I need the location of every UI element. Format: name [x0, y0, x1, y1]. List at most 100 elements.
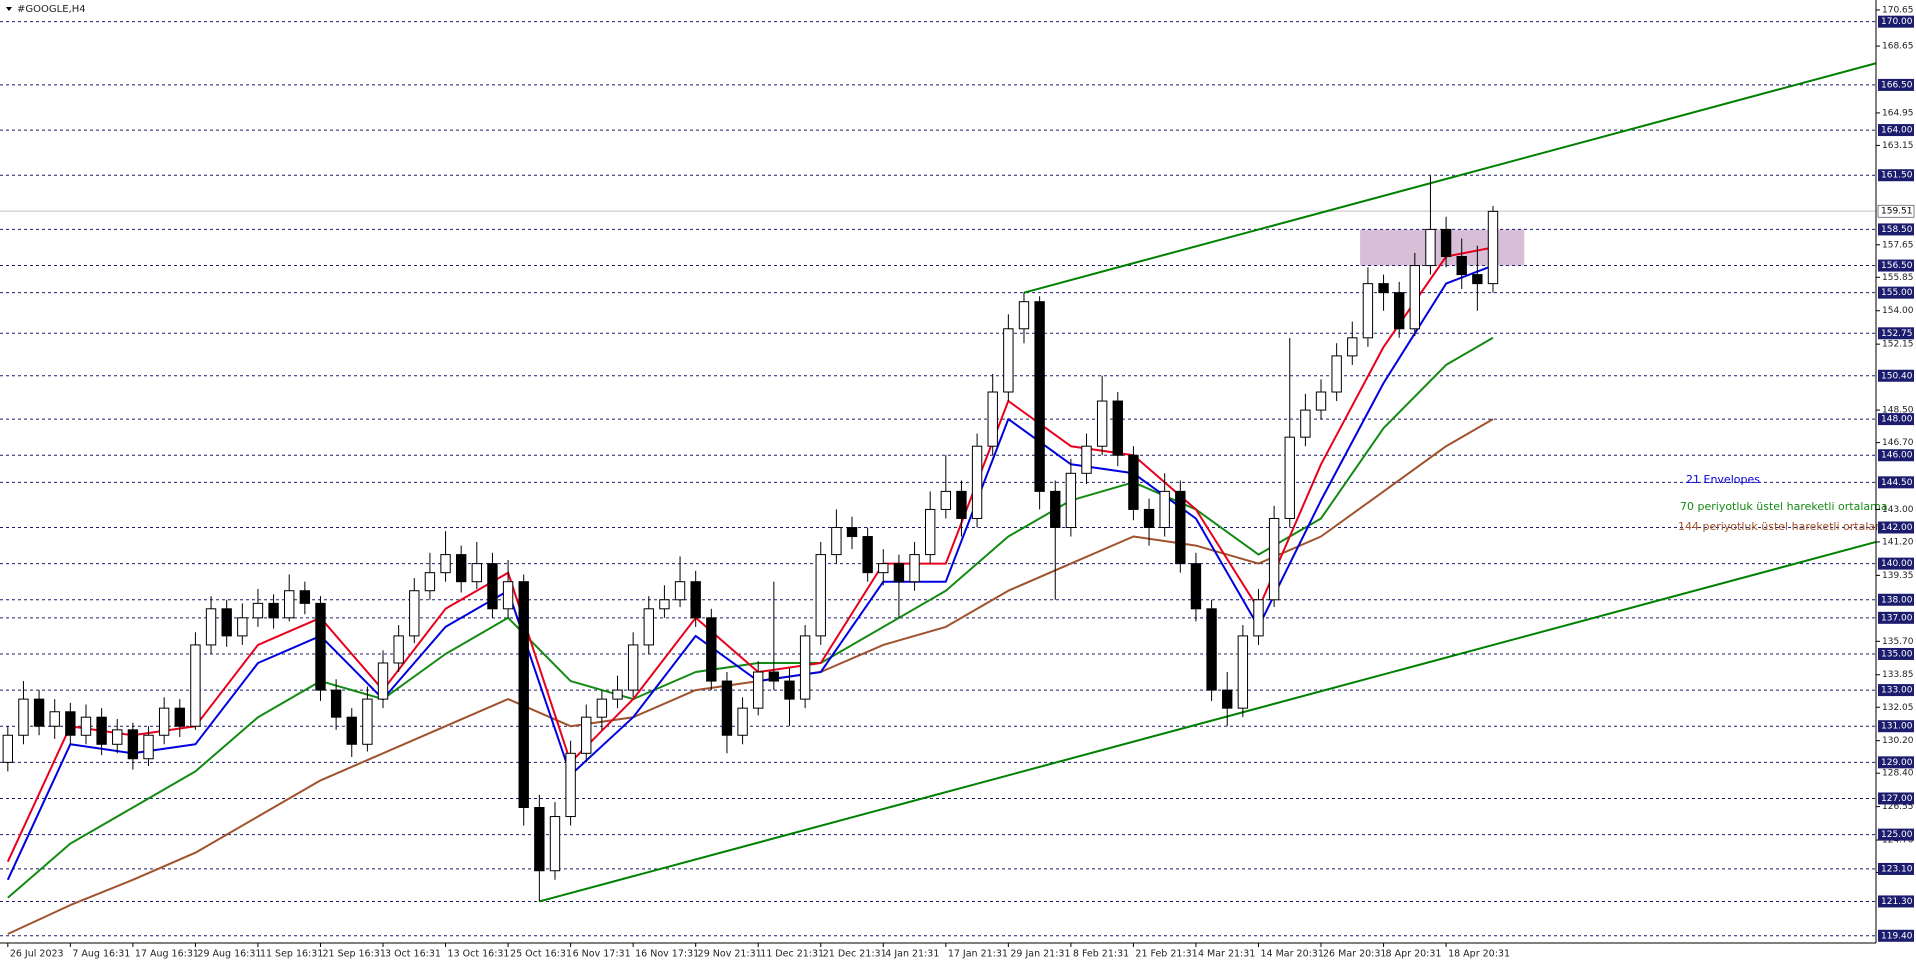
candle-body [346, 716, 357, 745]
candle-body [1190, 563, 1202, 610]
level-label-box [1878, 369, 1914, 382]
candle-body [158, 707, 170, 736]
candle-body [549, 816, 561, 872]
candle-body [534, 807, 545, 872]
x-tick-label: 21 Sep 16:31 [322, 949, 385, 960]
candle-body [612, 689, 623, 700]
level-label: 135.00 [1881, 649, 1913, 659]
y-tick-label: 130.20 [1882, 736, 1914, 746]
candle-body [1018, 301, 1030, 330]
level-label: 127.00 [1881, 794, 1913, 804]
candle-body [1128, 454, 1139, 510]
candle-body [424, 572, 436, 592]
x-tick-label: 3 Oct 16:31 [385, 949, 441, 960]
candle-body [799, 635, 811, 700]
level-label: 131.00 [1881, 722, 1913, 732]
level-label-box [1878, 413, 1914, 426]
level-label: 170.00 [1881, 17, 1913, 27]
x-tick-label: 29 Aug 16:31 [197, 949, 261, 960]
plot: 21 Envelopes 70 periyotluk üstel hareketl… [2, 62, 1893, 935]
candle-body [1440, 228, 1452, 258]
candle-body [221, 608, 232, 637]
level-label-box [1878, 78, 1914, 91]
plot-under [0, 21, 1876, 937]
current-price-box [1877, 204, 1915, 218]
x-tick-label: 8 Feb 21:31 [1073, 949, 1129, 960]
candle-body [1472, 274, 1483, 285]
x-tick-label: 21 Dec 21:31 [823, 949, 887, 960]
level-label: 140.00 [1881, 559, 1913, 569]
candle-body [831, 527, 842, 556]
candle-body [518, 581, 529, 809]
candle-body [924, 508, 936, 556]
candle-body [143, 734, 154, 760]
level-label-box [1878, 223, 1914, 236]
candle-body [315, 602, 326, 691]
candle-body [174, 707, 185, 727]
x-tick-label: 29 Jan 21:31 [1010, 949, 1070, 960]
x-tick-label: 17 Jan 21:31 [948, 949, 1008, 960]
y-tick-label: 128.40 [1882, 769, 1914, 779]
candle-body [862, 536, 873, 574]
level-label-box [1878, 449, 1914, 462]
candle-body [362, 698, 373, 745]
candle-body [299, 590, 311, 604]
candle-body [502, 581, 514, 610]
candle-body [409, 590, 420, 637]
candle-body [1284, 436, 1295, 519]
level-label-box [1878, 15, 1914, 28]
menu-triangle[interactable] [6, 7, 12, 11]
candle-body [878, 563, 889, 574]
candle-body [706, 617, 717, 682]
level-label-box [1878, 684, 1914, 697]
level-label: 150.40 [1881, 371, 1913, 381]
candle-body [753, 671, 764, 709]
x-tick-label: 14 Mar 20:31 [1260, 949, 1323, 960]
legend-series: 70 periyotluk üstel hareketli ortalama [1680, 500, 1888, 513]
level-label: 164.00 [1881, 126, 1913, 136]
x-tick-label: 6 Nov 17:31 [573, 949, 631, 960]
y-tick-label: 152.15 [1882, 340, 1914, 350]
candle-body [112, 729, 123, 745]
trendline [539, 540, 1877, 903]
level-label: 142.00 [1881, 523, 1913, 533]
level-label: 129.00 [1881, 758, 1913, 768]
level-label: 161.50 [1881, 171, 1913, 181]
candle-body [252, 602, 264, 619]
y-tick-label: 133.85 [1882, 670, 1914, 680]
candle-body [643, 608, 654, 646]
candle-body [487, 563, 498, 610]
candle-body [1065, 472, 1077, 529]
candle-body [596, 698, 608, 718]
legend-series: 144 periyotluk üstel hareketli ortalama [1678, 520, 1893, 533]
candle-body [471, 563, 483, 583]
candle-body [96, 716, 107, 745]
candle-body [737, 707, 748, 736]
candle-body [1112, 400, 1123, 456]
candle-body [1034, 301, 1045, 492]
candle-body [1315, 391, 1327, 411]
candle-body [627, 644, 639, 691]
candle-body [581, 716, 592, 754]
candle-body [815, 554, 826, 637]
y-tick-label: 139.35 [1882, 571, 1914, 581]
x-tick-label: 17 Aug 16:31 [135, 949, 199, 960]
level-label-box [1878, 929, 1914, 942]
candle-body [971, 445, 983, 519]
level-label: 137.00 [1881, 613, 1913, 623]
candle-body [330, 689, 342, 718]
candle-body [284, 590, 295, 619]
level-label-box [1878, 828, 1914, 841]
level-label: 121.30 [1881, 897, 1913, 907]
x-tick-label: 4 Mar 21:31 [1198, 949, 1255, 960]
level-label-box [1878, 756, 1914, 769]
level-label: 158.50 [1881, 225, 1913, 235]
level-label-box [1878, 286, 1914, 299]
candle-body [127, 729, 139, 760]
y-tick-label: 141.20 [1882, 537, 1914, 547]
level-label-box [1878, 593, 1914, 606]
y-tick-label: 126.55 [1882, 802, 1914, 812]
candle-body [1362, 283, 1374, 339]
candle-body [1159, 490, 1170, 529]
